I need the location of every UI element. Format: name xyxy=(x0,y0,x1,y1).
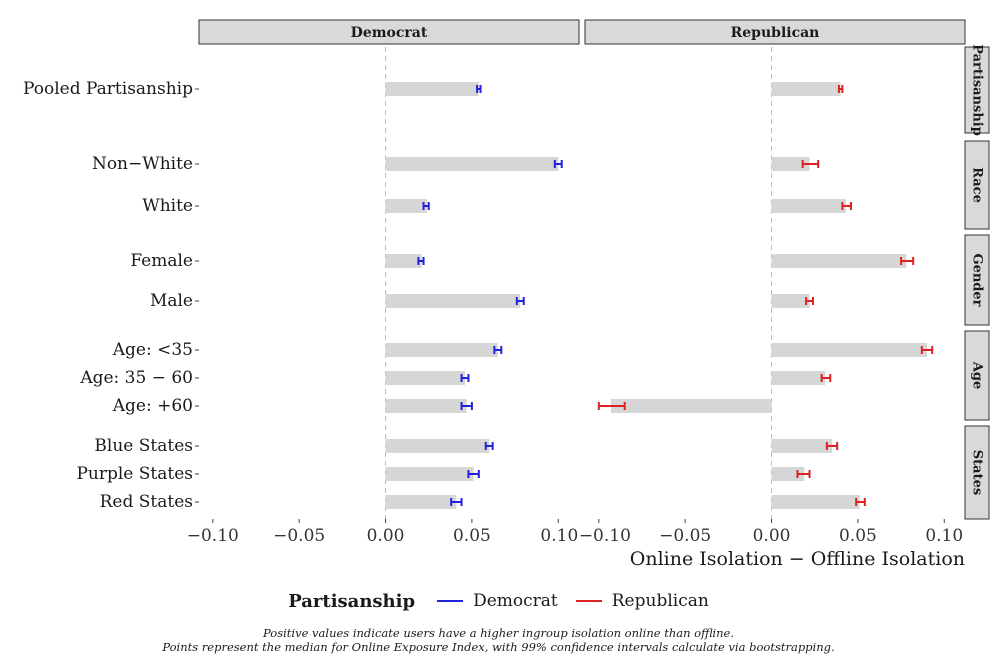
facet-label-gender: Gender xyxy=(970,253,985,306)
legend-label-republican: Republican xyxy=(611,591,709,611)
category-label-female: Female xyxy=(130,251,193,271)
caption: Positive values indicate users have a hi… xyxy=(0,626,997,654)
x-axis-title: Online Isolation − Offline Isolation xyxy=(630,548,965,570)
category-label-red-states: Red States xyxy=(100,492,193,512)
legend-label-democrat: Democrat xyxy=(473,591,558,611)
category-label-age-60: Age: +60 xyxy=(112,396,193,416)
category-label-blue-states: Blue States xyxy=(94,436,193,456)
bar-democrat-white xyxy=(385,199,427,213)
bar-republican-age-35-60 xyxy=(771,371,826,385)
legend-item-republican: Republican xyxy=(575,591,709,611)
category-label-purple-states: Purple States xyxy=(76,464,193,484)
x-tick-label-republican-0: −0.10 xyxy=(579,526,631,546)
panel-strip-republican xyxy=(584,19,966,45)
facet-strip-race xyxy=(964,140,990,230)
x-tick-label-republican-1: −0.05 xyxy=(659,526,711,546)
facet-strip-gender xyxy=(964,234,990,326)
caption-line-1: Positive values indicate users have a hi… xyxy=(263,626,734,640)
bar-democrat-female xyxy=(385,254,422,268)
democrat-line-icon xyxy=(437,600,464,602)
bar-republican-age-35 xyxy=(771,343,927,357)
facet-label-partisanship: Partisanship xyxy=(970,44,985,136)
bar-democrat-purple-states xyxy=(385,467,474,481)
caption-line-2: Points represent the median for Online E… xyxy=(162,640,835,654)
category-label-male: Male xyxy=(150,291,193,311)
x-tick-label-democrat-0: −0.10 xyxy=(187,526,239,546)
category-label-non-white: Non−White xyxy=(92,154,193,174)
panel-title-republican: Republican xyxy=(731,25,820,41)
bar-republican-purple-states xyxy=(771,467,805,481)
facet-label-states: States xyxy=(970,450,985,495)
x-tick-label-republican-4: 0.10 xyxy=(925,526,963,546)
category-label-white: White xyxy=(142,196,193,216)
bar-republican-male xyxy=(771,294,810,308)
bar-democrat-blue-states xyxy=(385,439,490,453)
x-tick-label-democrat-3: 0.05 xyxy=(453,526,491,546)
category-label-age-35: Age: <35 xyxy=(112,340,193,360)
bar-republican-age-60 xyxy=(610,399,772,413)
bar-republican-non-white xyxy=(771,157,810,171)
chart-figure: Democrat Republican Partisanship Race Gender… xyxy=(23,19,990,570)
facet-strip-age xyxy=(964,330,990,421)
bar-democrat-non-white xyxy=(385,157,559,171)
x-tick-label-democrat-2: 0.00 xyxy=(367,526,405,546)
facet-strip-states xyxy=(964,425,990,520)
facet-label-age: Age xyxy=(970,361,985,389)
panel-strip-democrat xyxy=(198,19,580,45)
bar-democrat-age-35 xyxy=(385,343,498,357)
bar-democrat-age-60 xyxy=(385,399,467,413)
republican-line-icon xyxy=(575,600,602,602)
x-tick-label-republican-2: 0.00 xyxy=(753,526,791,546)
panel-title-democrat: Democrat xyxy=(351,25,428,41)
legend: Partisanship Democrat Republican xyxy=(0,587,997,615)
x-tick-label-democrat-1: −0.05 xyxy=(273,526,325,546)
bar-democrat-pooled-partisanship xyxy=(385,82,479,96)
facet-label-race: Race xyxy=(970,167,985,203)
bar-democrat-age-35-60 xyxy=(385,371,465,385)
bar-republican-blue-states xyxy=(771,439,832,453)
x-tick-label-democrat-4: 0.10 xyxy=(540,526,578,546)
legend-item-democrat: Democrat xyxy=(437,591,558,611)
bar-democrat-male xyxy=(385,294,521,308)
bar-democrat-red-states xyxy=(385,495,457,509)
category-label-pooled-partisanship: Pooled Partisanship xyxy=(23,79,193,99)
bar-republican-red-states xyxy=(771,495,860,509)
bar-republican-female xyxy=(771,254,907,268)
x-tick-label-republican-3: 0.05 xyxy=(839,526,877,546)
category-label-age-35-60: Age: 35 − 60 xyxy=(79,368,193,388)
legend-title: Partisanship xyxy=(288,590,416,612)
facet-strip-partisanship xyxy=(964,46,990,134)
bar-republican-white xyxy=(771,199,846,213)
bar-republican-pooled-partisanship xyxy=(771,82,841,96)
